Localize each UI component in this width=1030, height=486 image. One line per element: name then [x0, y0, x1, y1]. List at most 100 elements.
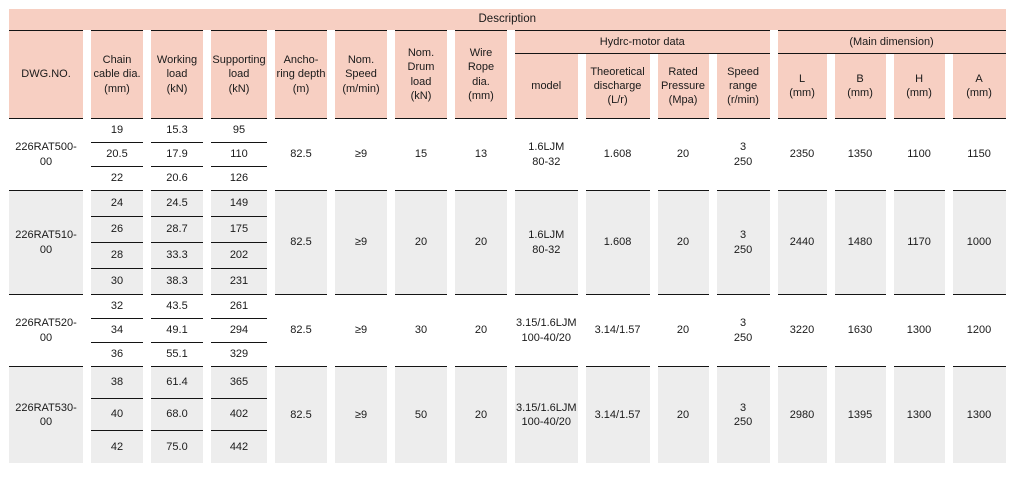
dim-a-value: 1150 — [952, 119, 1006, 191]
chain-dia-value: 24 — [91, 191, 143, 217]
rated-pressure-value: 20 — [657, 119, 709, 191]
description-row: Description — [9, 9, 1006, 30]
speed-range-value: 3 250 — [716, 295, 770, 367]
col-header-dim-b: B (mm) — [834, 54, 886, 119]
spec-row: 30 38.3 231 — [9, 269, 1006, 295]
col-header-model: model — [515, 54, 578, 119]
spec-row: 40 68.0 402 — [9, 399, 1006, 431]
nom-speed-value: ≥9 — [335, 367, 387, 463]
chain-dia-value: 19 — [91, 119, 143, 143]
dim-l-value: 2440 — [777, 191, 827, 295]
dim-h-value: 1170 — [893, 191, 945, 295]
nom-drum-load-value: 20 — [395, 191, 447, 295]
dim-a-value: 1300 — [952, 367, 1006, 463]
col-header-dwg-no: DWG.NO. — [9, 30, 83, 119]
col-header-dim-h: H (mm) — [893, 54, 945, 119]
wire-rope-dia-value: 13 — [455, 119, 507, 191]
model-value: 3.15/1.6LJM 100-40/20 — [515, 295, 578, 367]
spec-row: 26 28.7 175 — [9, 217, 1006, 243]
spec-sheet: Description DWG.NO. Chain cable dia. (mm… — [1, 9, 1014, 463]
dwg-no: 226RAT530-00 — [9, 367, 83, 463]
model-value: 3.15/1.6LJM 100-40/20 — [515, 367, 578, 463]
nom-drum-load-value: 30 — [395, 295, 447, 367]
chain-dia-value: 22 — [91, 167, 143, 191]
sub-header-row: model Theoretical discharge (L/r) Rated … — [9, 54, 1006, 119]
spec-row: 226RAT520-00 32 43.5 261 82.5 ≥9 30 20 3… — [9, 295, 1006, 367]
dim-h-value: 1300 — [893, 367, 945, 463]
working-load-value: 24.5 — [151, 191, 203, 217]
anchoring-depth-value: 82.5 — [275, 295, 327, 367]
supporting-load-value: 442 — [211, 431, 267, 463]
dim-l-value: 2980 — [777, 367, 827, 463]
nom-speed-value: ≥9 — [335, 191, 387, 295]
supporting-load-value: 149 — [211, 191, 267, 217]
dim-l-value: 2350 — [777, 119, 827, 191]
col-header-rated-pressure: Rated Pressure (Mpa) — [657, 54, 709, 119]
working-load-value: 49.1 — [151, 319, 203, 343]
nom-speed-value: ≥9 — [335, 119, 387, 191]
rated-pressure-value: 20 — [657, 367, 709, 463]
supporting-load-value: 329 — [211, 343, 267, 367]
spec-row: 226RAT500-00 19 15.3 95 82.5 ≥9 15 13 1.… — [9, 119, 1006, 191]
col-header-nom-speed: Nom. Speed (m/min) — [335, 30, 387, 119]
wire-rope-dia-value: 20 — [455, 295, 507, 367]
table-title: Description — [9, 9, 1006, 30]
chain-dia-value: 42 — [91, 431, 143, 463]
anchoring-depth-value: 82.5 — [275, 191, 327, 295]
col-header-working-load: Working load (kN) — [151, 30, 203, 119]
wire-rope-dia-value: 20 — [455, 367, 507, 463]
supporting-load-value: 231 — [211, 269, 267, 295]
wire-rope-dia-value: 20 — [455, 191, 507, 295]
dim-h-value: 1300 — [893, 295, 945, 367]
chain-dia-value: 32 — [91, 295, 143, 319]
working-load-value: 38.3 — [151, 269, 203, 295]
dim-b-value: 1350 — [834, 119, 886, 191]
group-header-main-dimension: (Main dimension) — [777, 30, 1006, 54]
supporting-load-value: 365 — [211, 367, 267, 399]
working-load-value: 43.5 — [151, 295, 203, 319]
working-load-value: 33.3 — [151, 243, 203, 269]
chain-dia-value: 38 — [91, 367, 143, 399]
spec-table: Description DWG.NO. Chain cable dia. (mm… — [1, 9, 1014, 463]
speed-range-value: 3 250 — [716, 119, 770, 191]
supporting-load-value: 261 — [211, 295, 267, 319]
dwg-no: 226RAT500-00 — [9, 119, 83, 191]
anchoring-depth-value: 82.5 — [275, 119, 327, 191]
speed-range-value: 3 250 — [716, 191, 770, 295]
speed-range-value: 3 250 — [716, 367, 770, 463]
spec-row: 226RAT530-00 38 61.4 365 82.5 ≥9 50 20 3… — [9, 367, 1006, 463]
group-header-hydro-motor: Hydrc-motor data — [515, 30, 770, 54]
spec-row: 22 20.6 126 — [9, 167, 1006, 191]
dim-l-value: 3220 — [777, 295, 827, 367]
supporting-load-value: 175 — [211, 217, 267, 243]
dim-b-value: 1630 — [834, 295, 886, 367]
col-header-dim-a: A (mm) — [952, 54, 1006, 119]
col-header-nom-drum-load: Nom. Drum load (kN) — [395, 30, 447, 119]
col-header-chain-cable-dia: Chain cable dia. (mm) — [91, 30, 143, 119]
spec-row: 34 49.1 294 — [9, 319, 1006, 343]
working-load-value: 28.7 — [151, 217, 203, 243]
spec-row: 226RAT510-00 24 24.5 149 82.5 ≥9 20 20 1… — [9, 191, 1006, 295]
dim-h-value: 1100 — [893, 119, 945, 191]
supporting-load-value: 402 — [211, 399, 267, 431]
col-header-anchoring-depth: Ancho- ring depth (m) — [275, 30, 327, 119]
working-load-value: 20.6 — [151, 167, 203, 191]
working-load-value: 61.4 — [151, 367, 203, 399]
dim-b-value: 1480 — [834, 191, 886, 295]
chain-dia-value: 28 — [91, 243, 143, 269]
dwg-no: 226RAT510-00 — [9, 191, 83, 295]
spec-row: 42 75.0 442 — [9, 431, 1006, 463]
nom-speed-value: ≥9 — [335, 295, 387, 367]
supporting-load-value: 202 — [211, 243, 267, 269]
supporting-load-value: 294 — [211, 319, 267, 343]
theoretical-discharge-value: 3.14/1.57 — [585, 367, 650, 463]
dim-a-value: 1200 — [952, 295, 1006, 367]
supporting-load-value: 95 — [211, 119, 267, 143]
chain-dia-value: 34 — [91, 319, 143, 343]
anchoring-depth-value: 82.5 — [275, 367, 327, 463]
chain-dia-value: 36 — [91, 343, 143, 367]
working-load-value: 55.1 — [151, 343, 203, 367]
model-value: 1.6LJM 80-32 — [515, 119, 578, 191]
col-header-theoretical-discharge: Theoretical discharge (L/r) — [585, 54, 650, 119]
theoretical-discharge-value: 1.608 — [585, 119, 650, 191]
